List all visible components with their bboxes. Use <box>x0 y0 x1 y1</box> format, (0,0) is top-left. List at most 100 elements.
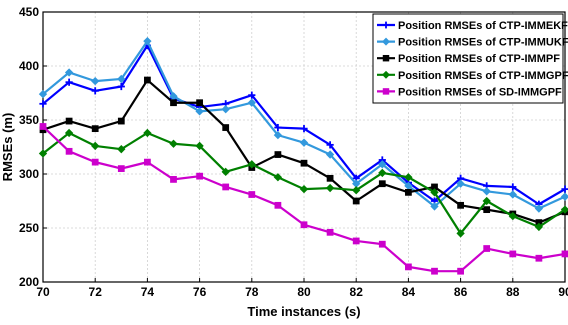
x-tick-label: 72 <box>89 285 103 299</box>
diamond-marker <box>38 89 48 99</box>
plus-marker <box>561 185 568 193</box>
diamond-marker <box>534 204 544 213</box>
diamond-marker <box>404 173 413 182</box>
plus-marker <box>274 123 282 132</box>
diamond-marker <box>325 150 335 159</box>
series-5 <box>39 123 568 275</box>
diamond-marker <box>64 128 74 138</box>
legend-label: Position RMSEs of CTP-IMMEKF <box>398 20 568 32</box>
x-tick-label: 86 <box>454 285 468 299</box>
x-tick-label: 78 <box>245 285 259 299</box>
legend-item: Position RMSEs of CTP-IMMPF <box>377 53 560 65</box>
square-marker <box>196 99 203 107</box>
square-marker <box>561 250 568 258</box>
diamond-marker <box>430 202 439 211</box>
square-marker <box>352 237 360 245</box>
diamond-marker <box>382 70 390 79</box>
square-marker <box>457 267 464 275</box>
diamond-marker <box>169 139 178 148</box>
square-marker <box>431 267 438 275</box>
x-tick-label: 74 <box>141 285 155 299</box>
square-marker <box>65 147 73 155</box>
square-marker <box>248 191 256 198</box>
diamond-marker <box>325 183 335 193</box>
square-marker <box>352 197 360 205</box>
diamond-marker <box>299 138 309 147</box>
square-marker <box>170 99 177 107</box>
square-marker <box>91 125 99 133</box>
y-tick-label: 400 <box>19 59 39 73</box>
square-marker <box>300 221 308 229</box>
x-tick-label: 88 <box>506 285 520 299</box>
square-marker <box>378 180 386 188</box>
diamond-marker <box>273 173 283 182</box>
square-marker <box>222 124 230 131</box>
plus-marker <box>65 78 73 86</box>
square-marker <box>535 254 543 262</box>
plus-marker <box>248 91 256 99</box>
x-tick-label: 84 <box>402 285 416 299</box>
y-tick-label: 350 <box>19 113 39 127</box>
diamond-marker <box>273 130 283 140</box>
square-marker <box>378 240 386 248</box>
square-marker <box>382 88 390 95</box>
square-marker <box>326 228 334 236</box>
square-marker <box>274 151 282 158</box>
plus-marker <box>91 87 99 95</box>
square-marker <box>170 176 177 183</box>
square-marker <box>274 201 282 209</box>
diamond-marker <box>456 229 465 238</box>
plus-marker <box>382 21 390 29</box>
diamond-marker <box>221 105 230 114</box>
plus-marker <box>117 82 125 91</box>
series-4 <box>38 128 568 238</box>
diamond-marker <box>221 167 230 177</box>
square-marker <box>326 174 334 182</box>
y-tick-label: 300 <box>19 167 39 181</box>
diamond-marker <box>91 141 100 151</box>
square-marker <box>144 158 151 166</box>
diamond-marker <box>378 160 387 169</box>
diamond-marker <box>117 144 126 154</box>
diamond-marker <box>299 184 309 194</box>
square-marker <box>144 76 151 84</box>
diamond-marker <box>534 222 544 232</box>
square-marker <box>405 263 412 271</box>
diamond-marker <box>91 76 100 86</box>
diamond-marker <box>378 168 387 178</box>
legend-label: Position RMSEs of CTP-IMMGPF <box>398 70 568 82</box>
x-tick-label: 80 <box>297 285 311 299</box>
square-marker <box>39 123 47 130</box>
legend: Position RMSEs of CTP-IMMEKF Position RMS… <box>372 13 568 104</box>
diamond-marker <box>352 186 361 195</box>
legend-label: Position RMSEs of CTP-IMMPF <box>398 53 560 65</box>
y-tick-label: 250 <box>19 221 39 235</box>
square-marker <box>91 158 99 166</box>
diamond-marker <box>195 107 204 116</box>
square-marker <box>117 165 125 172</box>
square-marker <box>196 172 203 180</box>
diamond-marker <box>482 196 491 206</box>
y-tick-label: 450 <box>19 5 39 19</box>
diamond-marker <box>195 141 204 151</box>
axis-ticks: 70 72 74 76 78 80 82 84 86 88 90 200 250 300 350 400 450 <box>19 5 568 299</box>
legend-item: Position RMSEs of CTP-IMMUKF <box>377 37 568 49</box>
plus-marker <box>39 100 47 108</box>
diamond-marker <box>508 211 517 221</box>
y-tick-label: 200 <box>19 275 39 289</box>
plus-marker <box>509 183 517 191</box>
x-tick-label: 82 <box>350 285 364 299</box>
x-tick-label: 70 <box>36 285 50 299</box>
square-marker <box>509 250 517 258</box>
x-axis-label: Time instances (s) <box>247 304 360 319</box>
diamond-marker <box>560 192 568 201</box>
square-marker <box>117 117 125 125</box>
plus-marker <box>300 125 308 133</box>
diamond-marker <box>64 68 74 77</box>
legend-box <box>372 13 564 104</box>
diamond-marker <box>560 205 568 214</box>
square-marker <box>405 188 412 196</box>
square-marker <box>222 183 230 191</box>
diamond-marker <box>247 98 256 107</box>
square-marker <box>65 117 73 125</box>
